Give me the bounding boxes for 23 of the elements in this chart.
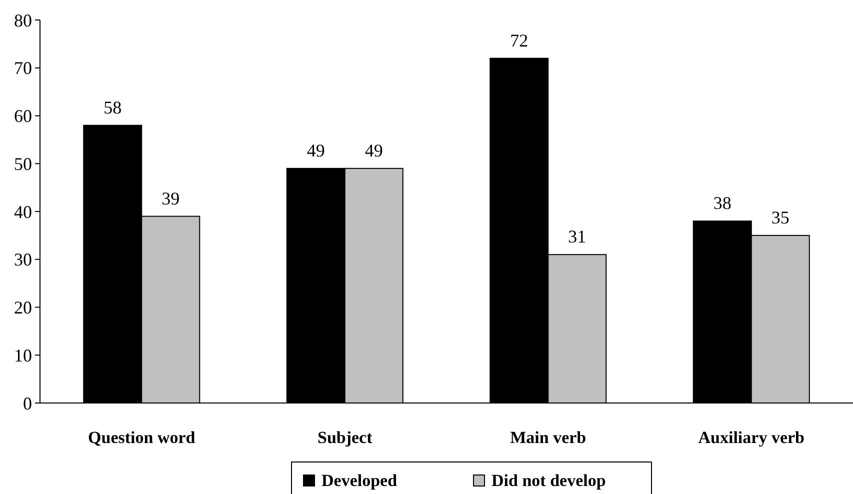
y-tick-label: 20 [14,298,32,318]
data-label: 38 [713,193,732,214]
data-label: 31 [568,226,586,247]
data-label: 72 [510,30,528,50]
data-label: 39 [162,188,180,208]
y-tick-label: 50 [14,154,32,174]
legend-label: Did not develop [492,471,606,490]
y-tick-label: 70 [14,58,32,78]
x-tick-label: Subject [317,428,373,447]
y-tick-label: 80 [14,10,32,30]
legend-label: Developed [322,471,398,490]
x-tick-label: Auxiliary verb [698,428,804,447]
data-label: 49 [306,140,325,160]
data-label: 35 [771,207,790,228]
y-tick-label: 60 [14,106,32,126]
data-label: 49 [364,140,383,160]
x-tick-label: Question word [88,428,196,447]
y-tick-label: 0 [23,393,32,414]
y-tick-label: 30 [14,250,32,270]
y-tick-label: 10 [14,345,32,366]
x-tick-label: Main verb [510,428,586,447]
y-tick-label: 40 [14,202,32,222]
data-label: 58 [104,97,122,118]
